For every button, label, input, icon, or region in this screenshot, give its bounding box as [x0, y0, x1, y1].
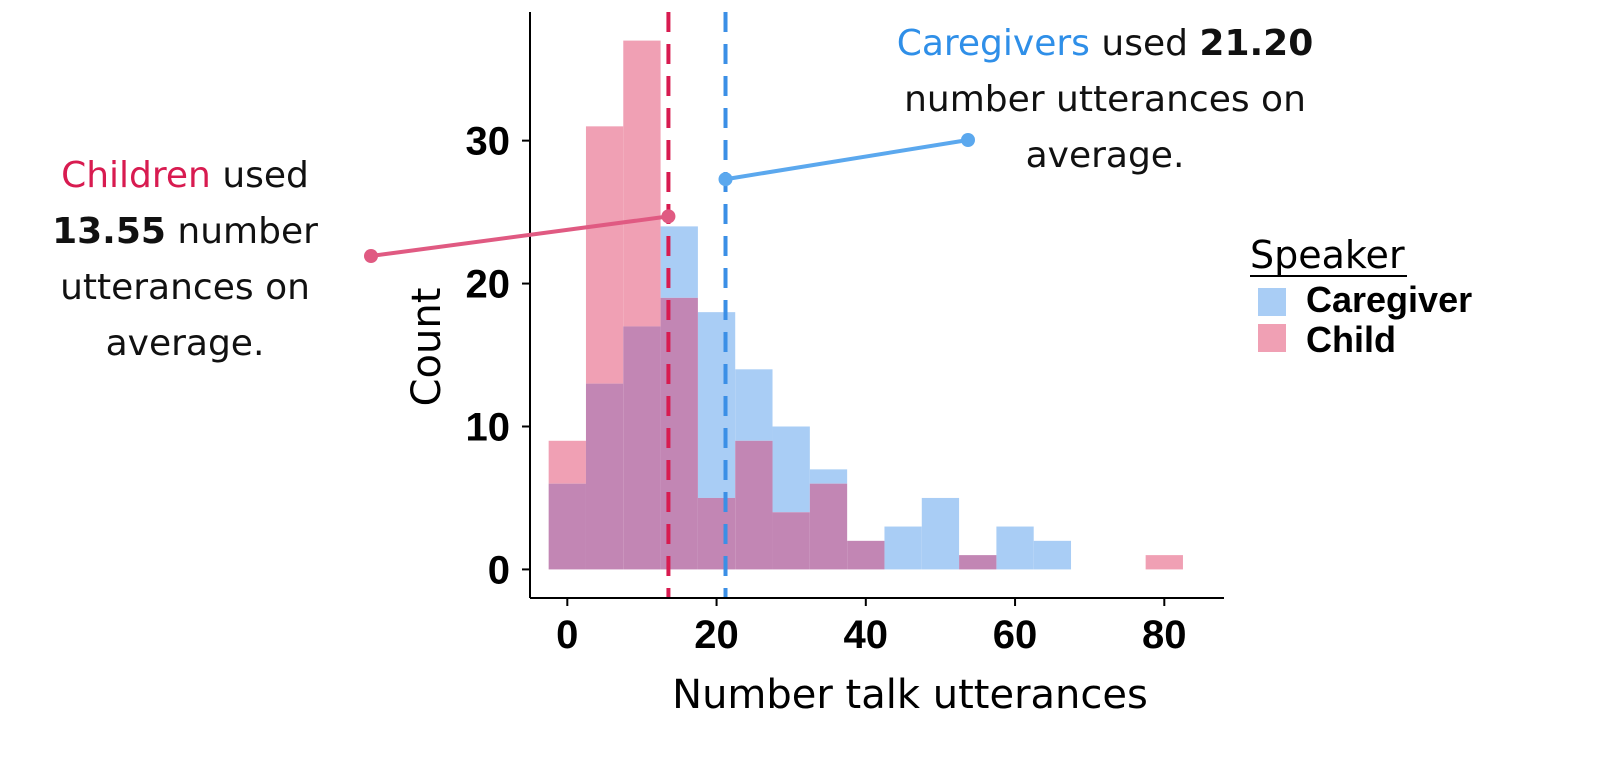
child-bar	[1145, 555, 1183, 570]
child-bar	[548, 440, 586, 484]
overlap-bar	[660, 297, 698, 570]
caregiver-connector-dot	[961, 133, 975, 147]
y-axis-title: Count	[404, 288, 450, 407]
caregiver-annotation: Caregivers used 21.20 number utterances …	[880, 16, 1330, 184]
child-connector-dot	[661, 209, 676, 224]
child-bar	[585, 126, 624, 384]
x-tick-label: 0	[556, 613, 578, 657]
caregiver-bars	[660, 226, 1072, 570]
caregiver-bar	[697, 312, 736, 498]
x-tick-label: 80	[1142, 613, 1187, 657]
x-tick-label: 20	[694, 613, 739, 657]
y-axis-ticks: 0 10 20 30	[466, 120, 530, 592]
caregiver-bar	[884, 526, 922, 570]
legend-title: Speaker	[1250, 233, 1405, 277]
overlap-bar	[697, 497, 736, 570]
legend-label-caregiver: Caregiver	[1306, 279, 1472, 320]
child-annotation: Children used 13.55 number utterances on…	[30, 148, 340, 372]
caregiver-annotation-text: number utterances on	[904, 79, 1306, 120]
child-annotation-highlight: Children	[61, 155, 211, 196]
caregiver-annotation-highlight: Caregivers	[896, 23, 1090, 64]
caregiver-connector-dot	[718, 172, 733, 187]
legend-swatch-child	[1258, 324, 1286, 352]
caregiver-bar	[809, 469, 848, 484]
child-connector-line	[370, 214, 669, 258]
caregiver-bar	[735, 369, 773, 441]
caregiver-annotation-value: 21.20	[1199, 23, 1314, 64]
overlap-bar	[735, 440, 773, 570]
child-annotation-text: average.	[105, 323, 265, 364]
child-annotation-text: number	[177, 211, 318, 252]
x-tick-label: 40	[844, 613, 889, 657]
y-tick-label: 10	[466, 405, 511, 449]
child-connector-dot	[364, 249, 378, 263]
caregiver-bar	[1033, 540, 1072, 570]
caregiver-bar	[921, 497, 960, 570]
mean-lines	[666, 12, 728, 598]
caregiver-annotation-text: used	[1101, 23, 1188, 64]
caregiver-bar	[660, 226, 698, 298]
child-annotation-text: utterances on	[60, 267, 310, 308]
y-tick-label: 20	[466, 263, 511, 307]
overlap-bar	[623, 326, 661, 570]
x-axis-ticks: 0 20 40 60 80	[556, 598, 1187, 657]
caregiver-bar	[772, 426, 810, 513]
caregiver-bar	[996, 526, 1034, 570]
caregiver-connector-line	[725, 138, 969, 182]
x-axis-title: Number talk utterances	[672, 672, 1148, 718]
child-bars	[548, 40, 1183, 570]
overlap-bar	[548, 483, 586, 570]
overlap-bar	[847, 540, 885, 570]
x-tick-label: 60	[993, 613, 1038, 657]
child-bar	[623, 40, 661, 327]
overlap-bar	[772, 512, 810, 570]
y-tick-label: 30	[466, 120, 511, 164]
overlap-bar	[959, 555, 997, 570]
annotation-connectors	[364, 133, 975, 263]
legend-swatch-caregiver	[1258, 288, 1286, 316]
y-tick-label: 0	[488, 548, 510, 592]
child-annotation-value: 13.55	[52, 211, 166, 252]
caregiver-annotation-text: average.	[1025, 135, 1185, 176]
legend: Speaker Caregiver Child	[1250, 233, 1472, 360]
overlap-bar	[585, 383, 624, 570]
child-annotation-text: used	[222, 155, 309, 196]
legend-label-child: Child	[1306, 319, 1396, 360]
overlap-bar	[809, 483, 848, 570]
